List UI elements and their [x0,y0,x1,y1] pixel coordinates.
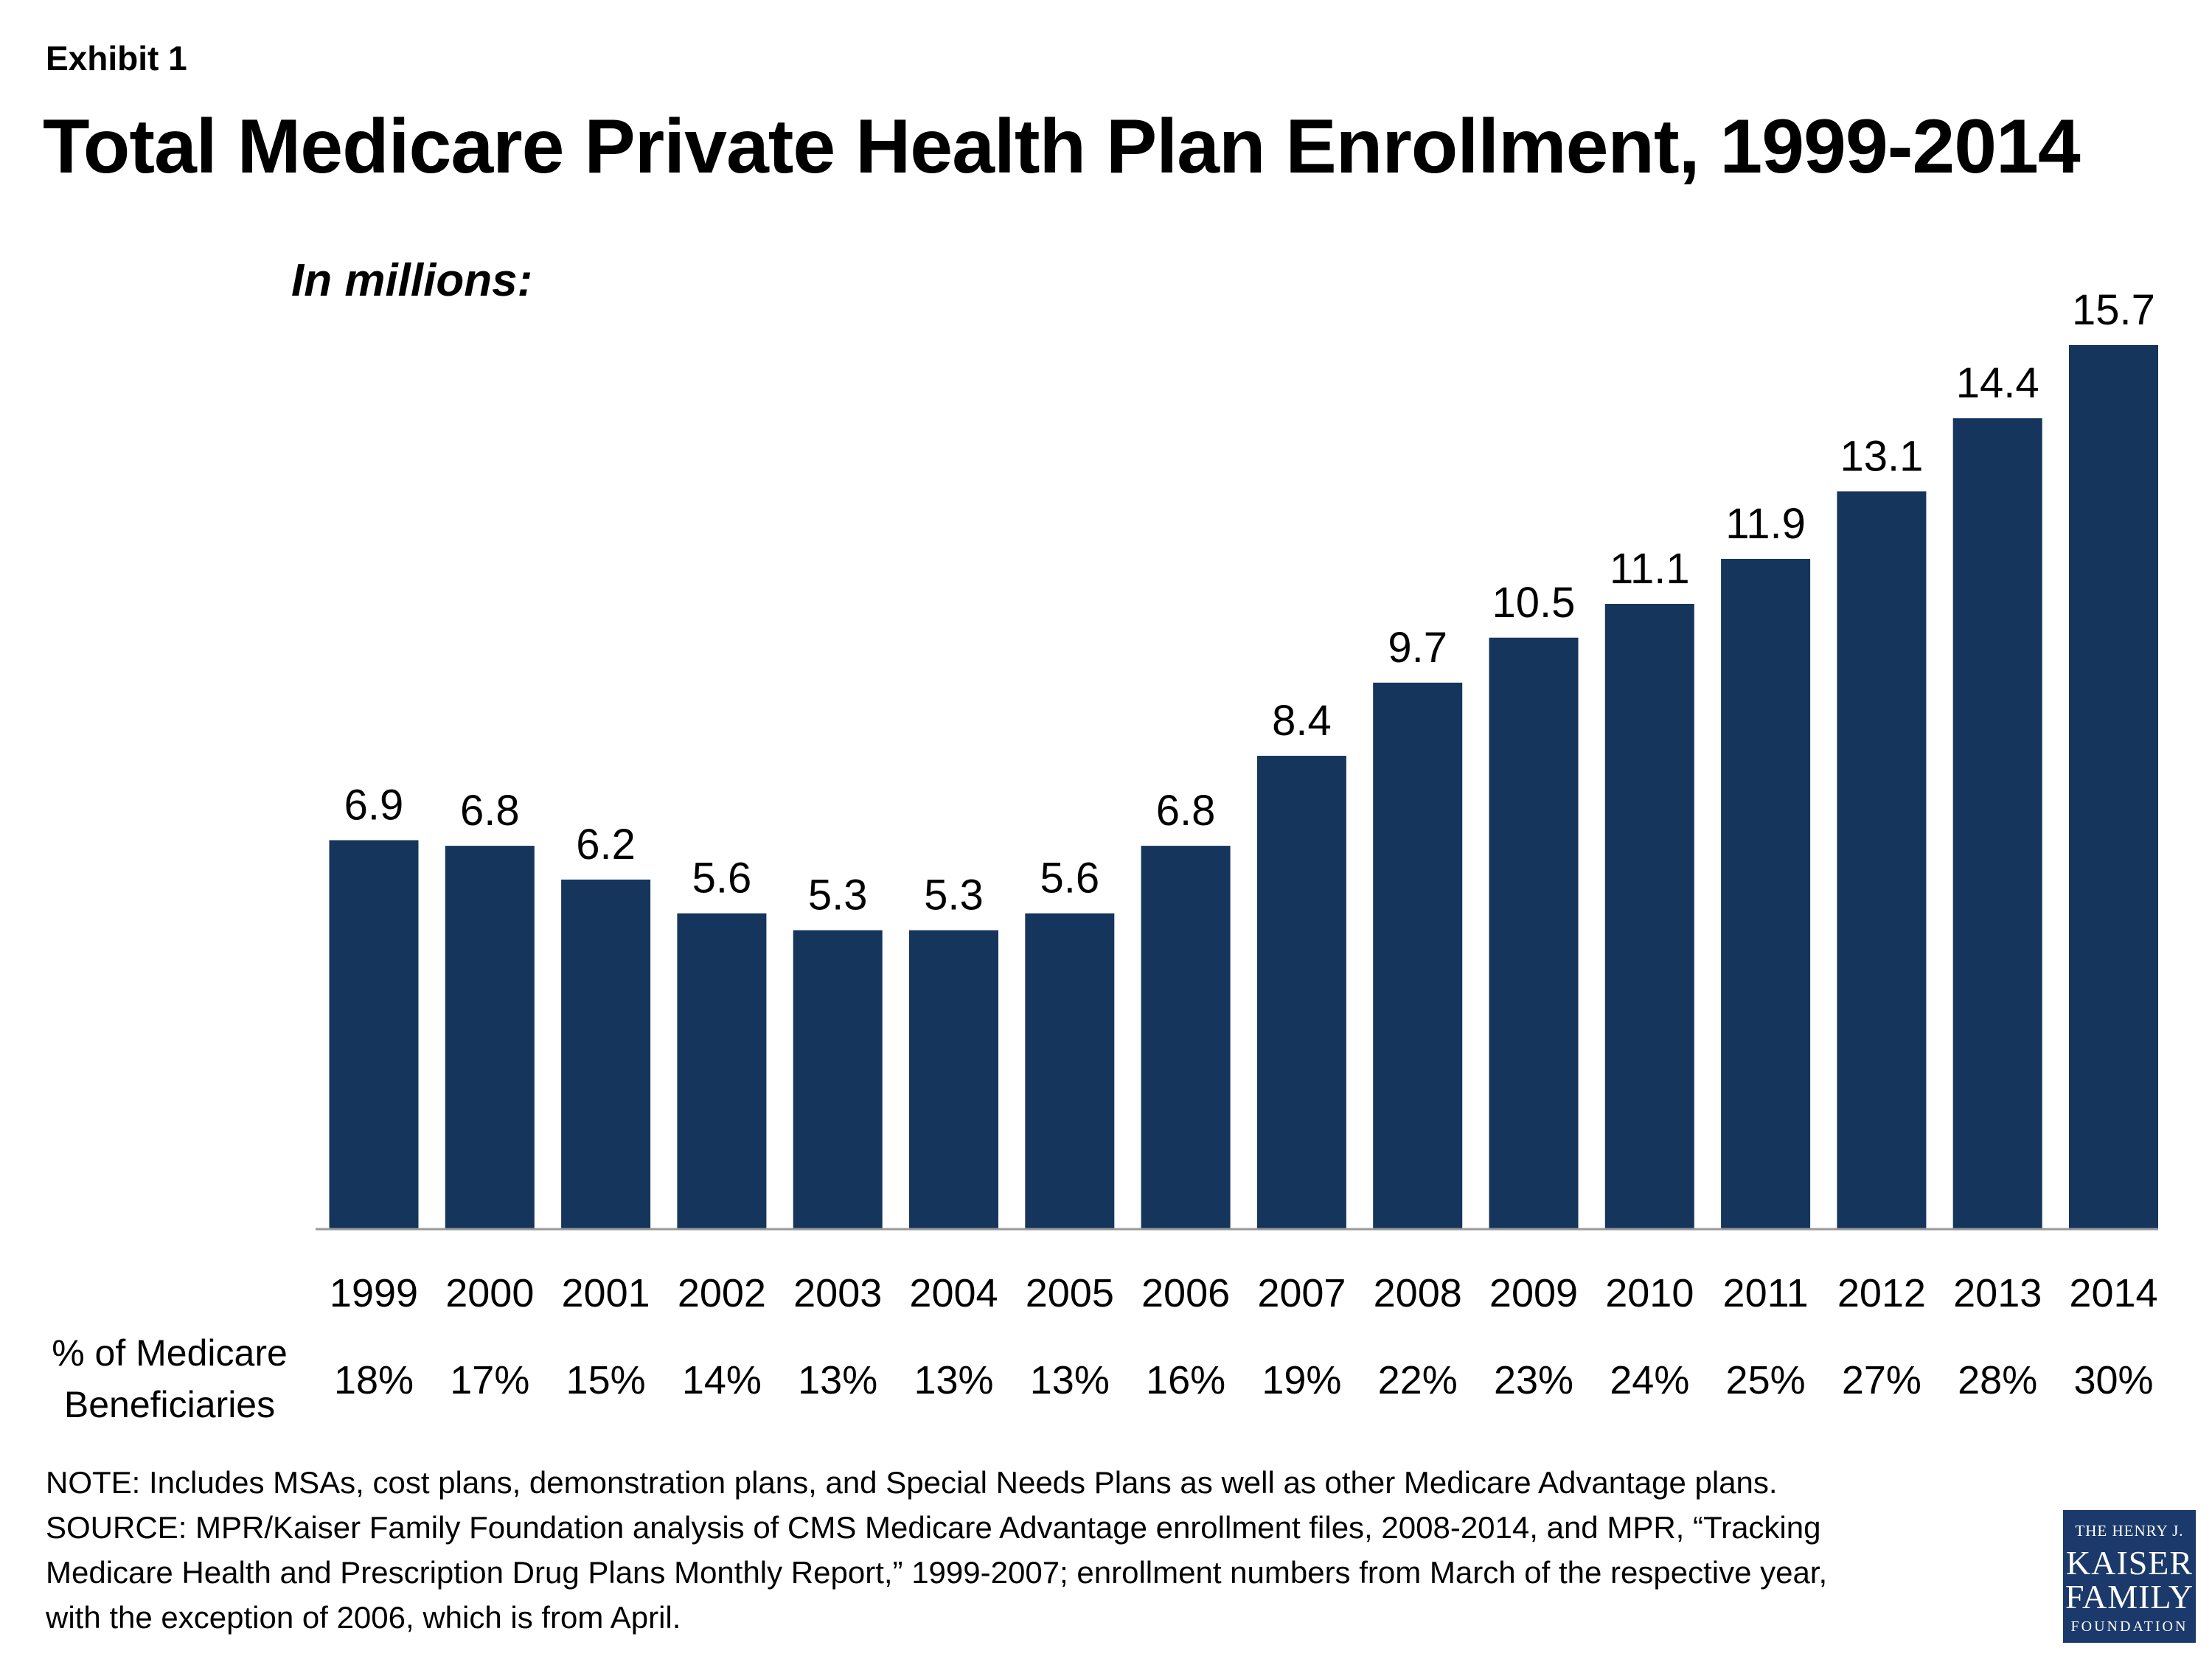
chart-title: Total Medicare Private Health Plan Enrol… [43,104,2081,189]
bar-2003 [793,930,883,1228]
notes-block: NOTE: Includes MSAs, cost plans, demonst… [46,1460,2037,1640]
percent-value-2008: 22% [1378,1358,1458,1402]
value-label-2014: 15.7 [2072,286,2155,334]
value-label-2004: 5.3 [924,872,984,919]
bar-2001 [561,879,651,1228]
year-label-2009: 2009 [1489,1271,1578,1315]
year-label-2006: 2006 [1141,1271,1230,1315]
kff-logo: THE HENRY J. KAISER FAMILY FOUNDATION [2063,1510,2196,1643]
value-label-2001: 6.2 [576,821,636,869]
year-label-2010: 2010 [1605,1271,1694,1315]
bar-2013 [1952,418,2042,1228]
value-label-2007: 8.4 [1272,697,1332,745]
value-label-2002: 5.6 [692,855,752,902]
percent-value-2006: 16% [1146,1358,1225,1402]
bar-2000 [445,846,535,1228]
value-label-2000: 6.8 [460,787,520,835]
year-label-2003: 2003 [793,1271,882,1315]
source-line: Medicare Health and Prescription Drug Pl… [46,1555,1828,1590]
value-label-1999: 6.9 [344,781,404,829]
year-label-2000: 2000 [445,1271,534,1315]
year-label-2002: 2002 [678,1271,766,1315]
logo-line: THE HENRY J. [2075,1522,2184,1540]
bar-2011 [1721,558,1811,1228]
year-label-2011: 2011 [1723,1271,1809,1315]
percent-value-1999: 18% [334,1358,414,1402]
year-label-2005: 2005 [1026,1271,1114,1315]
source-line: with the exception of 2006, which is fro… [46,1600,681,1635]
percent-row-label: % of Medicare Beneficiaries [52,1332,288,1425]
bar-2004 [909,930,998,1228]
value-label-2010: 11.1 [1610,545,1690,593]
bar-2010 [1604,604,1694,1228]
percent-value-2013: 28% [1958,1358,2037,1402]
year-label-1999: 1999 [330,1271,418,1315]
year-label-2004: 2004 [909,1271,998,1315]
year-label-2007: 2007 [1257,1271,1346,1315]
bar-2005 [1025,913,1115,1228]
percent-value-2007: 19% [1262,1358,1341,1402]
percent-value-2000: 17% [450,1358,529,1402]
value-labels-group: 6.9 6.8 6.2 5.6 5.3 5.3 5.6 6.8 8.4 9.7 10.5 11.1 11… [344,286,2155,919]
bar-2006 [1141,846,1231,1228]
percent-value-2014: 30% [2073,1358,2153,1402]
year-label-2001: 2001 [562,1271,650,1315]
bar-2008 [1373,682,1463,1228]
percent-value-2004: 13% [914,1358,993,1402]
year-label-2014: 2014 [2069,1271,2157,1315]
value-label-2008: 9.7 [1388,624,1447,672]
units-label: In millions: [291,255,533,306]
bar-1999 [329,840,419,1228]
value-label-2013: 14.4 [1956,359,2039,407]
value-label-2005: 5.6 [1040,855,1099,902]
bar-2002 [677,913,767,1228]
percent-value-2010: 24% [1610,1358,1689,1402]
year-label-2012: 2012 [1837,1271,1926,1315]
percent-value-2001: 15% [566,1358,646,1402]
percent-value-2003: 13% [798,1358,877,1402]
percent-value-2002: 14% [682,1358,762,1402]
enrollment-bar-chart: 6.9 6.8 6.2 5.6 5.3 5.3 5.6 6.8 8.4 9.7 10.5 11.1 11… [316,286,2158,1402]
logo-line: KAISER [2065,1544,2194,1582]
bar-2012 [1837,491,1927,1228]
percent-value-2005: 13% [1030,1358,1110,1402]
note-line: NOTE: Includes MSAs, cost plans, demonst… [46,1465,1778,1500]
bar-2009 [1489,637,1579,1228]
exhibit-label: Exhibit 1 [46,39,187,77]
value-label-2009: 10.5 [1492,579,1576,627]
year-labels-group: 1999 2000 2001 2002 2003 2004 2005 2006 2007 2008… [330,1271,2158,1315]
percent-value-2009: 23% [1494,1358,1573,1402]
value-label-2006: 6.8 [1156,787,1216,835]
logo-line: FAMILY [2065,1578,2194,1615]
value-label-2003: 5.3 [808,872,868,919]
bar-2007 [1256,756,1346,1228]
value-label-2012: 13.1 [1840,432,1923,480]
year-label-2008: 2008 [1374,1271,1462,1315]
percent-value-2011: 25% [1726,1358,1806,1402]
logo-line: FOUNDATION [2070,1618,2188,1635]
value-label-2011: 11.9 [1725,500,1806,548]
source-line: SOURCE: MPR/Kaiser Family Foundation ana… [46,1510,1821,1545]
bars-group [329,345,2158,1228]
bar-2014 [2069,345,2158,1228]
percent-value-2012: 27% [1842,1358,1921,1402]
percent-row-group: 18% 17% 15% 14% 13% 13% 13% 16% 19% 22% 23% 24% 25% 2… [334,1358,2154,1402]
year-label-2013: 2013 [1953,1271,2042,1315]
